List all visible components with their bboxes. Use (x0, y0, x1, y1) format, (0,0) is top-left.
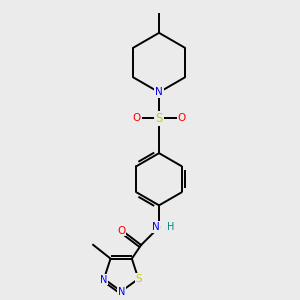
Text: N: N (155, 87, 163, 97)
Text: S: S (136, 274, 142, 284)
Text: H: H (167, 222, 174, 232)
Text: N: N (118, 287, 126, 297)
Text: N: N (100, 274, 107, 285)
Text: O: O (133, 113, 141, 123)
Text: N: N (152, 222, 159, 232)
Text: O: O (117, 226, 125, 236)
Text: O: O (177, 113, 186, 123)
Text: S: S (155, 112, 163, 125)
